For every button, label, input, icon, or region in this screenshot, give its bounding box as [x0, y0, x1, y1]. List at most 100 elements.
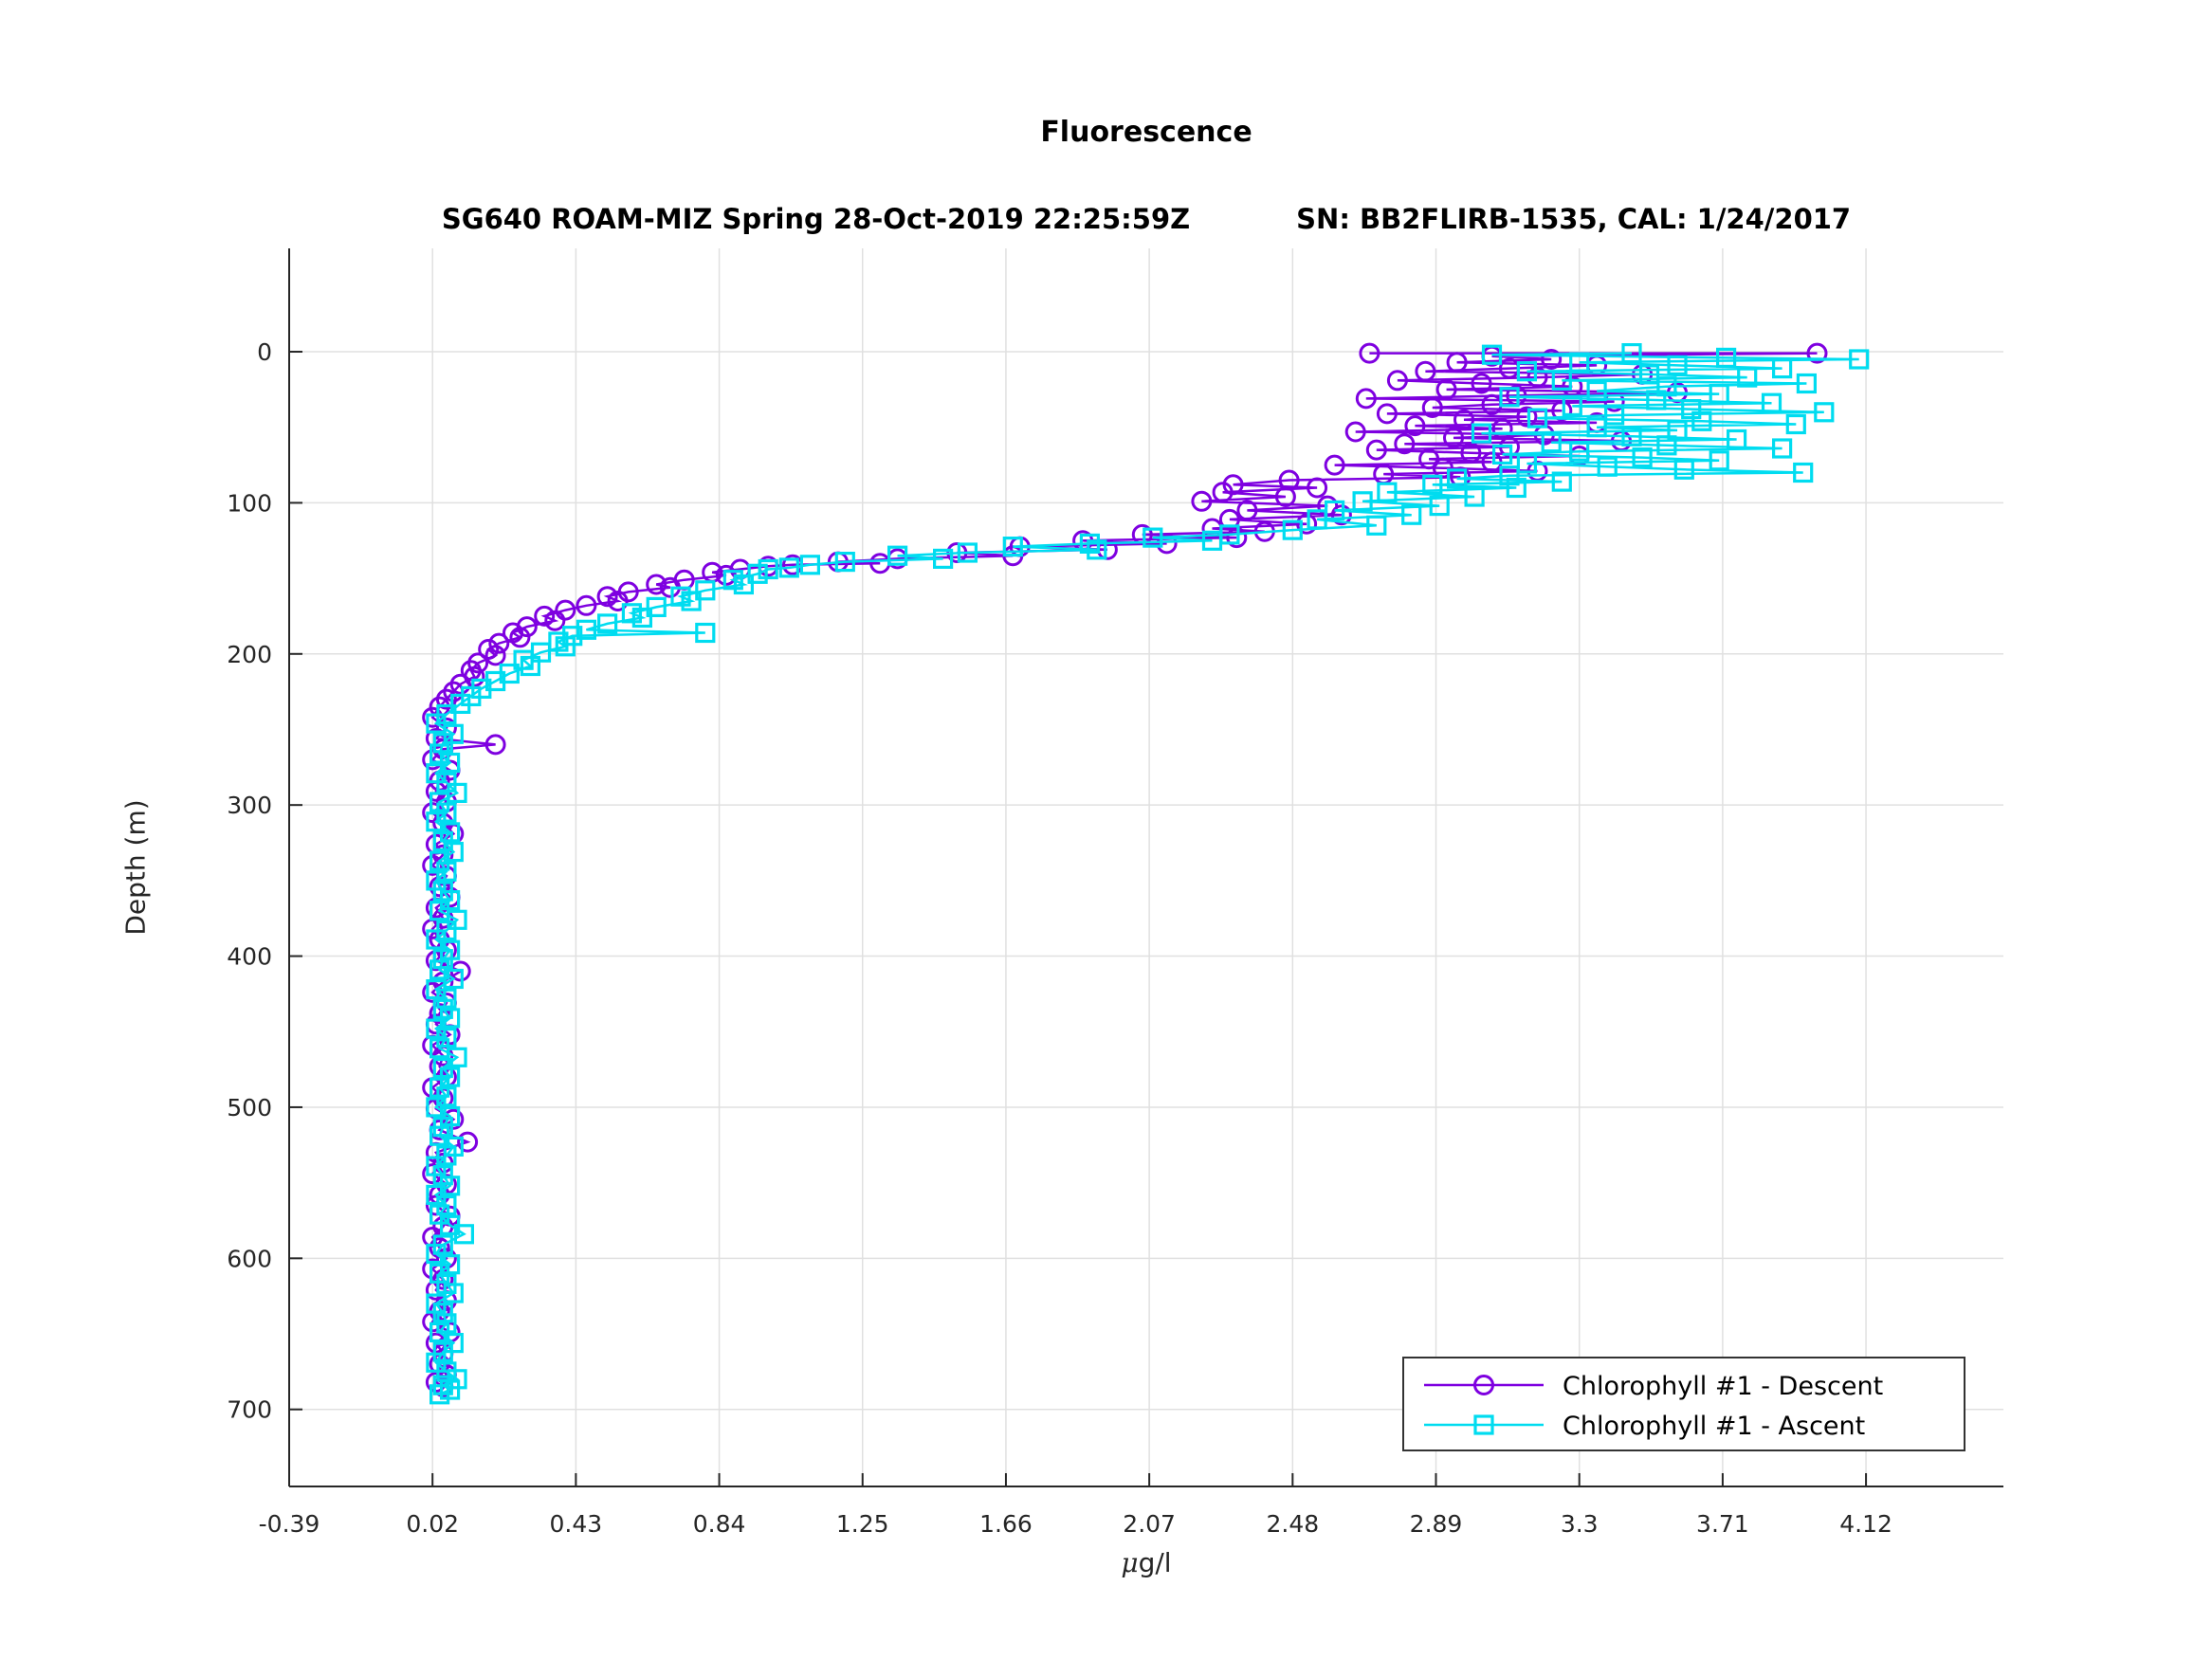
descent-marker: [1421, 397, 1443, 418]
descent-marker: [1404, 415, 1426, 437]
ascent-marker: [1422, 474, 1443, 495]
x-axis-label: μg/l: [289, 1547, 2003, 1578]
subtitle-sensor: SN: BB2FLIRB-1535, CAL: 1/24/2017: [1296, 203, 1852, 235]
descent-marker: [534, 605, 556, 627]
ascent-marker: [1499, 465, 1520, 486]
ascent-marker: [695, 622, 716, 644]
ascent-marker: [722, 570, 743, 591]
ascent-marker: [681, 591, 702, 611]
ascent-marker: [758, 558, 778, 580]
descent-marker: [1365, 439, 1387, 461]
ascent-marker: [1143, 527, 1163, 548]
descent-marker: [1344, 421, 1366, 443]
ascent-marker: [1796, 373, 1818, 394]
ascent-marker: [1793, 462, 1814, 483]
ascent-marker: [1681, 399, 1702, 420]
ascent-marker: [1597, 456, 1618, 477]
ascent-marker: [1771, 358, 1793, 379]
y-tick-label: 500: [227, 1094, 272, 1121]
legend-box: [1402, 1357, 1965, 1451]
ascent-marker: [513, 649, 534, 670]
descent-marker: [1218, 508, 1240, 530]
ascent-marker: [1506, 477, 1526, 499]
descent-marker: [555, 599, 576, 621]
ascent-marker: [1667, 355, 1688, 375]
ascent-marker: [1366, 515, 1387, 536]
descent-marker: [1541, 349, 1563, 370]
ascent-marker: [440, 1379, 461, 1400]
ascent-marker: [436, 1027, 457, 1048]
ascent-marker: [1551, 370, 1572, 391]
descent-marker: [544, 610, 566, 631]
ascent-marker: [432, 1341, 453, 1362]
ascent-marker: [430, 850, 450, 871]
ascent-marker: [1201, 530, 1223, 551]
descent-marker: [1359, 342, 1380, 364]
y-tick-label: 300: [227, 792, 272, 819]
y-tick-label: 400: [227, 943, 272, 971]
ascent-marker: [440, 1066, 461, 1087]
x-tick-label: 4.12: [1839, 1510, 1892, 1538]
ascent-marker: [555, 636, 576, 657]
ascent-marker: [1491, 444, 1513, 465]
x-tick-label: 2.07: [1123, 1510, 1176, 1538]
ascent-marker: [1715, 347, 1737, 368]
descent-marker: [1236, 500, 1258, 521]
ascent-marker: [778, 557, 799, 578]
ascent-marker: [1761, 392, 1782, 413]
legend-entry: Chlorophyll #1 - Descent: [1424, 1372, 1883, 1401]
ascent-marker: [430, 1384, 450, 1405]
ascent-marker: [443, 1283, 464, 1304]
descent-marker: [1131, 523, 1153, 545]
ascent-marker: [426, 929, 447, 950]
legend: Chlorophyll #1 - Descent Chlorophyll #1 -…: [1402, 1357, 1965, 1451]
descent-marker: [1296, 513, 1318, 535]
ascent-marker: [440, 889, 461, 911]
ascent-marker: [957, 542, 978, 563]
descent-marker: [484, 734, 506, 756]
ascent-marker: [799, 555, 821, 575]
ascent-marker: [447, 1047, 467, 1067]
descent-marker: [435, 717, 457, 738]
ascent-marker: [440, 1105, 461, 1127]
legend-entry: Chlorophyll #1 - Ascent: [1424, 1412, 1865, 1441]
descent-marker: [457, 1131, 479, 1153]
descent-marker: [1491, 418, 1513, 440]
ascent-marker: [430, 792, 450, 812]
ascent-marker: [1562, 395, 1582, 416]
ascent-marker: [576, 619, 597, 640]
descent-marker: [1435, 378, 1457, 400]
ascent-marker: [440, 752, 461, 774]
ascent-marker: [733, 574, 755, 595]
descent-marker: [1355, 388, 1377, 410]
descent-marker: [484, 645, 506, 666]
ascent-marker: [670, 586, 691, 607]
ascent-marker: [426, 811, 447, 832]
ascent-marker: [1481, 344, 1503, 365]
ascent-marker: [1446, 468, 1468, 489]
y-tick-label: 200: [227, 641, 272, 668]
descent-marker: [1191, 490, 1213, 512]
ascent-marker: [1586, 380, 1607, 402]
descent-marker: [1376, 403, 1398, 425]
ascent-marker: [1541, 432, 1562, 453]
ascent-marker: [631, 607, 653, 629]
ascent-marker: [1771, 438, 1793, 459]
x-tick-label: 3.71: [1696, 1510, 1749, 1538]
ascent-marker: [1516, 361, 1538, 382]
ascent-marker: [1603, 405, 1625, 426]
ascent-marker: [548, 631, 569, 652]
x-tick-label: 1.25: [836, 1510, 889, 1538]
ascent-marker: [430, 1125, 450, 1146]
descent-marker: [488, 632, 510, 654]
chart-subtitle: SG640 ROAM-MIZ Spring 28-Oct-2019 22:25:…: [289, 203, 2003, 235]
ascent-marker: [1586, 417, 1607, 438]
ascent-marker: [432, 1165, 453, 1186]
descent-marker: [1394, 433, 1416, 455]
ascent-marker: [1429, 495, 1450, 517]
chart-title: Fluorescence: [1040, 116, 1252, 149]
ascent-marker: [1673, 459, 1694, 480]
x-tick-label: 2.48: [1266, 1510, 1319, 1538]
ascent-marker: [426, 1184, 447, 1206]
